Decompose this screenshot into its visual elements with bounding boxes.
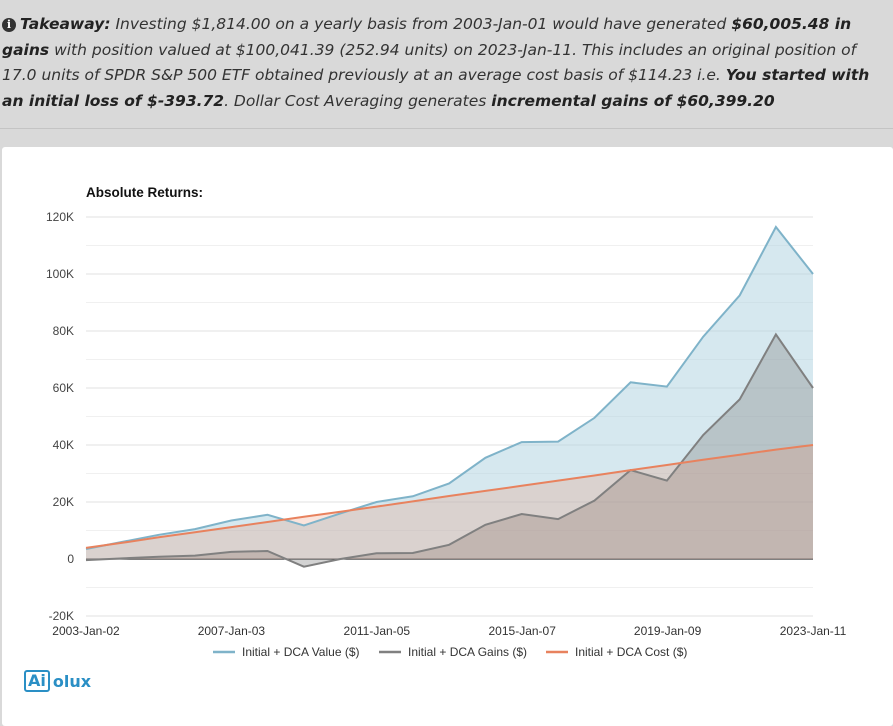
y-tick-label: 120K [46,210,74,224]
x-tick-label: 2003-Jan-02 [52,624,120,638]
x-tick-label: 2015-Jan-07 [489,624,557,638]
x-tick-label: 2019-Jan-09 [634,624,702,638]
y-tick-label: 40K [53,438,74,452]
series-line-value [85,225,814,550]
y-tick-label: 20K [53,495,74,509]
chart-title: Absolute Returns: [86,185,203,200]
y-tick-label: 100K [46,267,74,281]
series-line-cost [85,444,814,549]
series-area-gains [86,334,813,567]
y-tick-label: 60K [53,381,74,395]
series-line-gains [85,332,814,568]
x-tick-label: 2023-Jan-11 [780,624,847,638]
takeaway-text-3: . Dollar Cost Averaging generates [224,91,492,110]
x-tick-label: 2007-Jan-03 [198,624,266,638]
aiolux-logo[interactable]: Ai olux [24,670,91,692]
y-tick-label: -20K [49,609,74,623]
takeaway-initial-loss: You started with an initial loss of $-39… [2,66,870,110]
takeaway-label: Takeaway: [20,15,111,33]
info-icon: i [2,18,16,32]
takeaway-incremental-gains: incremental gains of $60,399.20 [491,91,775,110]
legend-label: Initial + DCA Value ($) [242,645,360,659]
takeaway-gains: $60,005.48 in gains [2,15,852,59]
series-area-cost [86,445,813,559]
series-area-value [86,227,813,559]
logo-boxed-text: Ai [24,670,50,692]
x-tick-label: 2011-Jan-05 [344,624,411,638]
legend-label: Initial + DCA Gains ($) [408,645,527,659]
legend-label: Initial + DCA Cost ($) [575,645,687,659]
takeaway-text: i Takeaway: Investing $1,814.00 on a year… [2,12,892,114]
logo-text: olux [52,671,92,691]
divider [0,128,893,129]
takeaway-text-2: with position valued at $100,041.39 (252… [2,40,857,85]
y-tick-label: 0 [67,552,74,566]
takeaway-text-1: Investing $1,814.00 on a yearly basis fr… [110,15,732,33]
y-tick-label: 80K [53,324,74,338]
